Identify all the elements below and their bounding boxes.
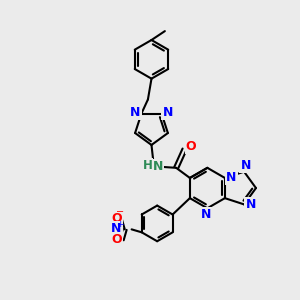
Text: O: O [186, 140, 196, 153]
Text: N: N [111, 222, 122, 235]
Text: N: N [130, 106, 141, 119]
Text: N: N [240, 159, 251, 172]
Text: O: O [111, 212, 122, 226]
Text: O: O [111, 233, 122, 246]
Text: +: + [117, 220, 124, 229]
Text: N: N [245, 198, 256, 211]
Text: N: N [162, 106, 173, 119]
Text: H: H [142, 159, 152, 172]
Text: N: N [226, 170, 237, 184]
Text: N: N [153, 160, 163, 173]
Text: N: N [201, 208, 212, 221]
Text: −: − [116, 207, 124, 218]
